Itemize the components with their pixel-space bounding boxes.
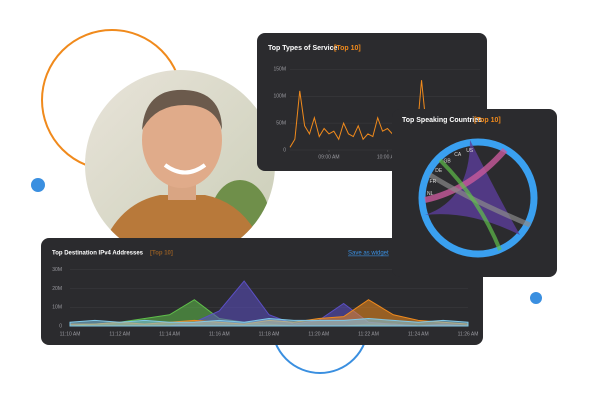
x-tick-label: 10:00 AM bbox=[377, 154, 398, 160]
y-tick-label: 0 bbox=[283, 147, 286, 153]
deco-dot bbox=[31, 178, 45, 192]
country-label: US bbox=[466, 148, 474, 154]
card-tag: [Top 10] bbox=[334, 45, 361, 52]
x-tick-label: 11:18 AM bbox=[259, 331, 280, 337]
country-label: CA bbox=[454, 152, 462, 158]
x-tick-label: 11:16 AM bbox=[209, 331, 230, 337]
country-label: GB bbox=[444, 159, 452, 165]
x-tick-label: 11:14 AM bbox=[159, 331, 180, 337]
country-label: DE bbox=[435, 168, 443, 174]
card-title: Top Destination IPv4 Addresses bbox=[52, 251, 144, 257]
country-label: FR bbox=[430, 179, 437, 185]
x-tick-label: 11:24 AM bbox=[408, 331, 429, 337]
y-tick-label: 100M bbox=[273, 94, 286, 100]
y-tick-label: 20M bbox=[52, 286, 62, 292]
photo bbox=[85, 70, 275, 260]
x-tick-label: 11:12 AM bbox=[109, 331, 130, 337]
card-tag: [Top 10] bbox=[474, 117, 501, 124]
y-tick-label: 0 bbox=[59, 323, 62, 329]
y-tick-label: 150M bbox=[273, 67, 286, 73]
card-title: Top Speaking Countries bbox=[402, 117, 482, 124]
x-tick-label: 11:20 AM bbox=[308, 331, 329, 337]
x-tick-label: 11:10 AM bbox=[60, 331, 81, 337]
y-tick-label: 50M bbox=[276, 120, 286, 126]
y-tick-label: 30M bbox=[52, 267, 62, 273]
x-tick-label: 11:26 AM bbox=[458, 331, 479, 337]
deco-dot bbox=[530, 292, 542, 304]
country-label: NL bbox=[427, 191, 434, 197]
card-title: Top Types of Service bbox=[268, 45, 337, 52]
save-widget-link[interactable]: Save as widget bbox=[348, 251, 389, 257]
x-tick-label: 09:00 AM bbox=[318, 154, 339, 160]
y-tick-label: 10M bbox=[52, 305, 62, 311]
area-series bbox=[69, 317, 469, 327]
card-tag: [Top 10] bbox=[150, 251, 173, 257]
x-tick-label: 11:22 AM bbox=[358, 331, 379, 337]
chord bbox=[418, 138, 538, 258]
